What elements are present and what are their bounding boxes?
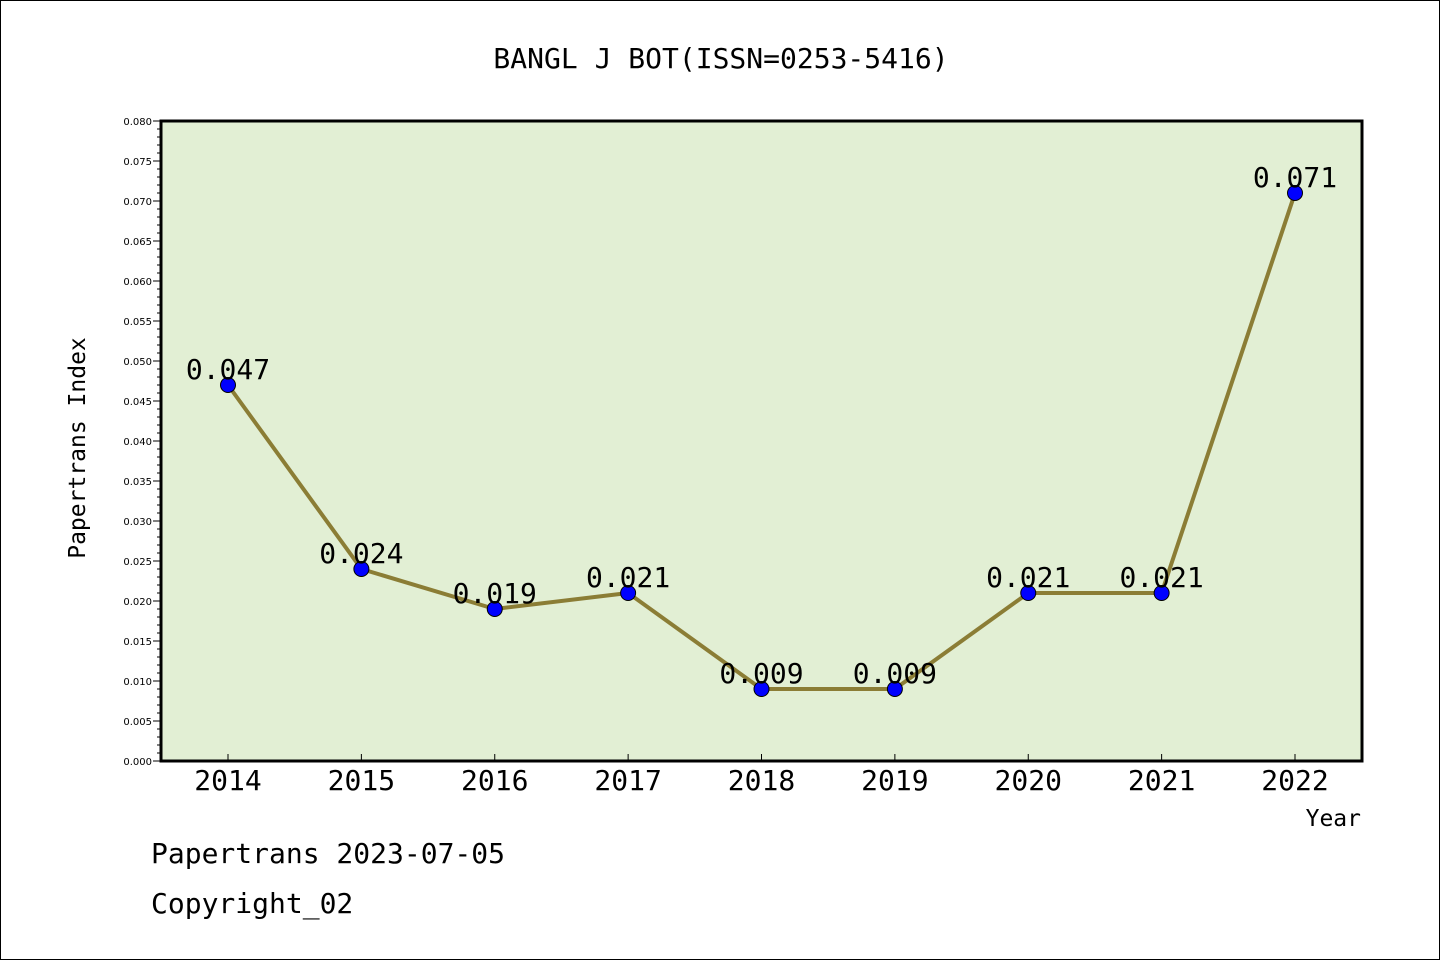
- y-tick-label: 0.005: [123, 717, 152, 728]
- x-tick-label: 2015: [328, 764, 395, 797]
- y-axis-label: Papertrans Index: [65, 337, 91, 559]
- y-tick-label: 0.070: [123, 197, 152, 208]
- y-tick-label: 0.065: [123, 237, 152, 248]
- y-tick-label: 0.060: [123, 277, 152, 288]
- data-label: 0.071: [1253, 161, 1337, 194]
- x-tick-label: 2017: [594, 764, 661, 797]
- x-axis: 2014 2015 2016 2017 2018 2019 2020 2021 2022: [194, 754, 1329, 797]
- y-tick-label: 0.080: [123, 117, 152, 128]
- data-label: 0.047: [186, 353, 270, 386]
- footer-copyright: Copyright_02: [151, 887, 354, 920]
- y-tick-label: 0.040: [123, 437, 152, 448]
- x-tick-label: 2018: [728, 764, 795, 797]
- y-tick-label: 0.000: [123, 757, 152, 768]
- data-label: 0.021: [986, 561, 1070, 594]
- x-tick-label: 2019: [861, 764, 928, 797]
- plot-frame: [159, 119, 1364, 763]
- y-tick-label: 0.050: [123, 357, 152, 368]
- data-label: 0.009: [853, 657, 937, 690]
- data-point: [353, 561, 370, 577]
- x-tick-label: 2021: [1128, 764, 1195, 797]
- data-label: 0.024: [319, 537, 403, 570]
- data-label: 0.021: [1119, 561, 1203, 594]
- data-point: [886, 681, 903, 697]
- y-tick-label: 0.045: [123, 397, 152, 408]
- x-tick-label: 2022: [1261, 764, 1328, 797]
- y-tick-label: 0.020: [123, 597, 152, 608]
- data-label: 0.021: [586, 561, 670, 594]
- data-label: 0.019: [453, 577, 537, 610]
- data-point: [620, 585, 637, 601]
- series-layer: 0.047 0.024 0.019 0.021 0.009 0.009 0.021 0.021…: [186, 161, 1337, 697]
- x-tick-label: 2014: [194, 764, 261, 797]
- data-point: [753, 681, 770, 697]
- y-tick-label: 0.015: [123, 637, 152, 648]
- y-tick-label: 0.035: [123, 477, 152, 488]
- data-point: [1287, 185, 1303, 201]
- x-axis-label: Year: [1306, 806, 1361, 832]
- chart-title: BANGL J BOT(ISSN=0253-5416): [493, 42, 948, 75]
- data-point: [1153, 585, 1170, 601]
- data-point: [1020, 585, 1037, 601]
- y-tick-label: 0.055: [123, 317, 152, 328]
- x-tick-label: 2016: [461, 764, 528, 797]
- y-tick-label: 0.010: [123, 677, 152, 688]
- data-point: [486, 601, 503, 617]
- y-tick-label: 0.075: [123, 157, 152, 168]
- plot-area: [161, 121, 1362, 761]
- x-tick-label: 2020: [995, 764, 1062, 797]
- data-point: [220, 377, 236, 393]
- y-tick-label: 0.025: [123, 557, 152, 568]
- footer-date: Papertrans 2023-07-05: [151, 837, 506, 870]
- y-tick-label: 0.030: [123, 517, 152, 528]
- y-axis: 0.000 0.005 0.010 0.015 0.020 0.025 0.030 0.035…: [123, 117, 161, 768]
- data-label: 0.009: [719, 657, 803, 690]
